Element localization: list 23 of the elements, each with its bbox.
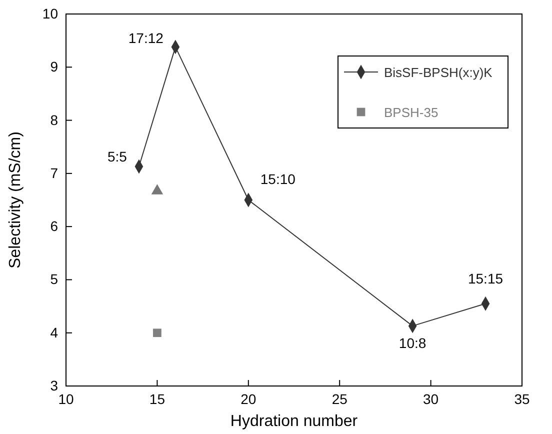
y-tick-label: 5 [50,271,58,288]
y-tick-label: 7 [50,164,58,181]
y-tick-label: 9 [50,58,58,75]
point [153,328,162,338]
y-tick-label: 10 [42,5,58,22]
annotation: 15:15 [468,270,504,287]
annotation: 5:5 [107,148,128,165]
y-tick-label: 6 [50,218,58,234]
legend-label: BPSH-35 [384,105,438,120]
annotation: 10:8 [398,334,426,351]
x-tick-label: 25 [332,390,348,407]
x-tick-label: 15 [149,390,166,407]
y-tick-label: 3 [50,377,58,394]
legend-label: BisSF-BPSH(x:y)K [384,65,493,80]
x-axis-title: Hydration number [230,413,358,430]
x-tick-label: 35 [514,390,530,407]
x-tick-label: 20 [240,390,256,407]
annotation: 15:10 [260,171,296,187]
y-axis-title: Selectivity (mS/cm) [7,132,24,268]
annotation: 17:12 [128,30,164,46]
y-tick-label: 4 [50,324,58,340]
x-tick-label: 30 [423,390,439,407]
y-tick-label: 8 [50,112,58,128]
